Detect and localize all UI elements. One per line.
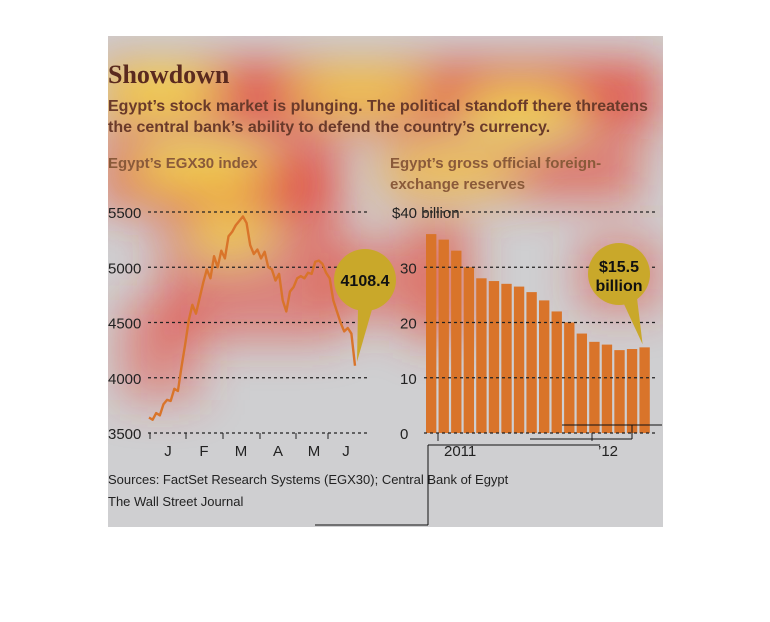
egx30-series-line	[148, 215, 357, 421]
right-x-tick-label: ’12	[598, 443, 618, 460]
reserve-bar	[463, 267, 475, 433]
left-x-tick-label: F	[199, 443, 208, 460]
left-x-tick-label: M	[235, 443, 248, 460]
left-x-tick-label: M	[308, 443, 321, 460]
right-y-tick-label: $40 billion	[392, 205, 460, 222]
reserves-callout-unit: billion	[595, 278, 642, 295]
reserve-bar	[513, 286, 525, 433]
reserve-bar	[601, 344, 613, 433]
reserve-bar	[614, 350, 625, 433]
left-y-tick-label: 5000	[108, 260, 141, 277]
reserve-bar	[539, 300, 550, 433]
reserve-bar	[476, 278, 487, 433]
reserve-bar	[589, 341, 600, 433]
reserve-bar	[501, 283, 512, 433]
reserves-bar-chart: $40 billion 30 20 10 0 2011 ’12 $15.5 billion	[392, 205, 655, 460]
reserve-bar	[551, 311, 562, 433]
left-chart-title: Egypt’s EGX30 index	[108, 155, 258, 172]
right-y-tick-label: 30	[400, 260, 417, 277]
callout-pointer	[623, 298, 643, 345]
callout-pointer	[357, 306, 373, 362]
right-chart-title: Egypt’s gross official foreign-exchange …	[390, 155, 602, 193]
egx30-line-chart: 5500 5000 4500 4000 3500 J F M A M J 4108.4	[108, 205, 396, 460]
left-x-tick-label: J	[342, 443, 350, 460]
chart-title: Showdown	[108, 60, 230, 89]
left-x-tick-label: J	[164, 443, 172, 460]
left-x-tick-label: A	[273, 443, 283, 460]
reserves-callout-value: $15.5	[599, 259, 639, 276]
left-y-tick-label: 3500	[108, 426, 141, 443]
left-y-tick-label: 4500	[108, 316, 141, 333]
callout-bubble	[588, 243, 650, 305]
right-y-tick-label: 0	[400, 426, 408, 443]
reserve-bar	[576, 333, 588, 433]
left-y-tick-label: 5500	[108, 205, 141, 222]
reserve-bar	[451, 250, 462, 433]
right-x-tick-label: 2011	[444, 443, 476, 460]
reserve-bar	[426, 234, 437, 433]
right-y-tick-label: 20	[400, 316, 417, 333]
publisher-credit: The Wall Street Journal	[108, 494, 244, 509]
egx30-callout-value: 4108.4	[341, 273, 390, 290]
reserve-bar	[626, 349, 638, 433]
left-y-tick-label: 4000	[108, 371, 141, 388]
connector-lines	[315, 424, 662, 526]
reserve-bar	[438, 239, 449, 433]
right-y-tick-label: 10	[400, 371, 417, 388]
chart-subtitle: Egypt’s stock market is plunging. The po…	[108, 98, 648, 136]
reserve-bar	[526, 292, 537, 433]
callout-bubble	[334, 249, 396, 311]
reserve-bar	[639, 347, 650, 433]
reserve-bar	[488, 281, 500, 433]
sources-note: Sources: FactSet Research Systems (EGX30…	[108, 472, 509, 487]
